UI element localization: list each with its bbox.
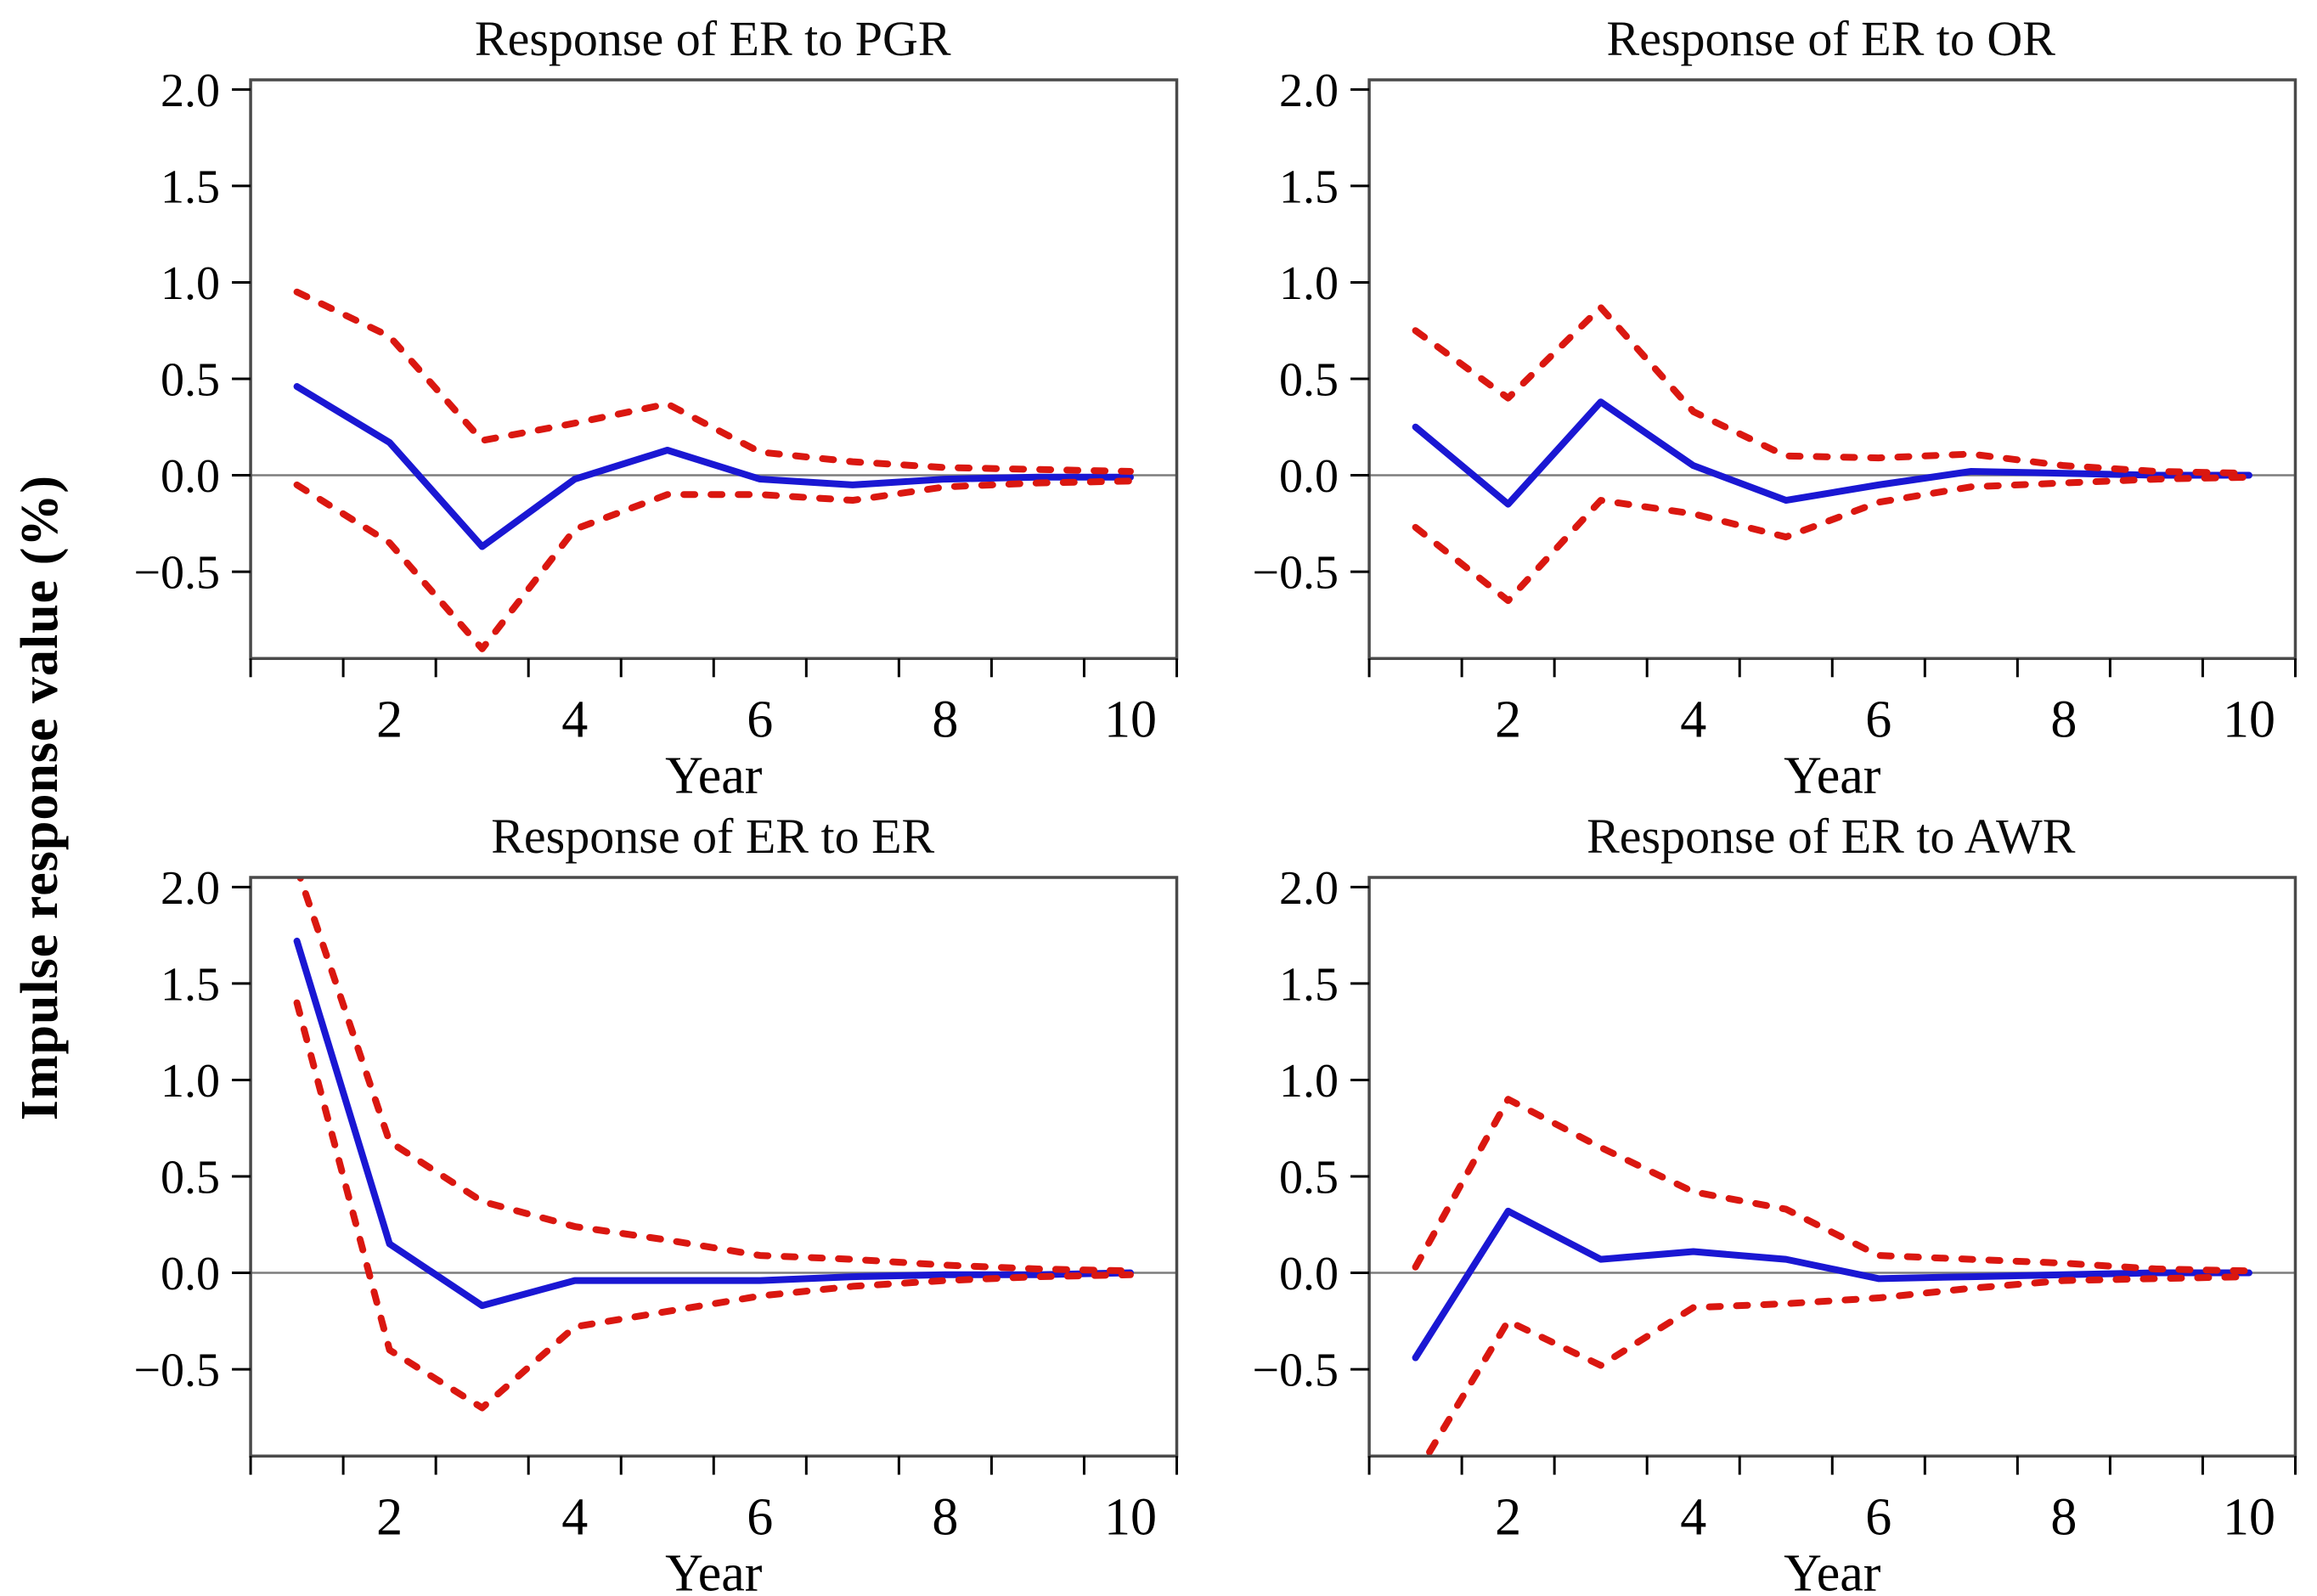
x-tick-label: 6 <box>1865 1489 1891 1547</box>
chart-response-of-er-to-er: Response of ER to ER 2.0 1.5 1.0 0.5 0.0 −0.5… <box>81 798 1199 1595</box>
x-tick-label: 10 <box>2222 1489 2275 1547</box>
y-tick-label: 0.0 <box>161 1248 220 1300</box>
x-tick-label: 2 <box>1495 691 1521 748</box>
y-tick-label: 2.0 <box>1279 869 1339 915</box>
y-tick-label: −0.5 <box>133 1345 220 1397</box>
x-tick-label: 8 <box>2050 1489 2077 1547</box>
lower-band-line <box>297 481 1130 649</box>
y-tick-label: 0.0 <box>1279 450 1339 503</box>
chart-title: Response of ER to AWR <box>1199 798 2317 869</box>
y-tick-label: 0.0 <box>161 450 220 503</box>
x-tick-label: 6 <box>1865 691 1891 748</box>
chart-plot-area: 2.0 1.5 1.0 0.5 0.0 −0.5 2 4 6 8 10 Year <box>1199 71 2317 798</box>
y-tick-label: 1.0 <box>1279 1055 1339 1108</box>
plot-frame <box>251 877 1176 1456</box>
x-tick-label: 2 <box>376 1489 403 1547</box>
plot-frame <box>1369 80 2295 658</box>
response-line <box>1415 402 2248 504</box>
chart-title: Response of ER to OR <box>1199 0 2317 71</box>
y-tick-label: −0.5 <box>1252 1345 1339 1397</box>
chart-plot-area: 2.0 1.5 1.0 0.5 0.0 −0.5 2 4 6 8 10 Year <box>81 869 1199 1595</box>
plot-frame <box>251 80 1176 658</box>
x-tick-label: 6 <box>747 1489 773 1547</box>
y-tick-label: 1.0 <box>161 257 220 310</box>
x-tick-label: 4 <box>1680 691 1706 748</box>
response-line <box>297 386 1130 546</box>
upper-band-line <box>297 292 1130 471</box>
shared-y-axis-label: Impulse response value (%) <box>10 475 70 1120</box>
lower-band-line <box>1415 1277 2248 1475</box>
upper-band-line <box>1415 307 2248 473</box>
x-tick-label: 4 <box>561 691 588 748</box>
chart-response-of-er-to-awr: Response of ER to AWR 2.0 1.5 1.0 0.5 0.0 −0.… <box>1199 798 2317 1595</box>
x-axis-title: Year <box>665 1545 763 1596</box>
lower-band-line <box>297 1003 1130 1408</box>
y-tick-label: 1.5 <box>1279 161 1339 214</box>
chart-title: Response of ER to PGR <box>81 0 1199 71</box>
x-axis-title: Year <box>1784 747 1881 798</box>
y-tick-label: 0.0 <box>1279 1248 1339 1300</box>
x-tick-label: 10 <box>2222 691 2275 748</box>
x-tick-label: 8 <box>932 691 958 748</box>
y-tick-label: 0.5 <box>1279 354 1339 407</box>
x-tick-label: 2 <box>376 691 403 748</box>
y-tick-label: 2.0 <box>1279 71 1339 117</box>
shared-y-axis-gutter: Impulse response value (%) <box>0 0 81 1596</box>
upper-band-line <box>1415 1099 2248 1271</box>
x-tick-label: 4 <box>1680 1489 1706 1547</box>
chart-response-of-er-to-or: Response of ER to OR 2.0 1.5 1.0 0.5 0.0 −0.5… <box>1199 0 2317 798</box>
chart-plot-area: 2.0 1.5 1.0 0.5 0.0 −0.5 2 4 6 8 10 Year <box>1199 869 2317 1595</box>
plot-frame <box>1369 877 2295 1456</box>
y-tick-label: 1.0 <box>1279 257 1339 310</box>
y-tick-label: 0.5 <box>161 354 220 407</box>
x-tick-label: 8 <box>2050 691 2077 748</box>
x-axis-title: Year <box>1784 1545 1881 1596</box>
charts-grid: Response of ER to PGR 2.0 1.5 1.0 0.5 0.0 −0.… <box>81 0 2317 1596</box>
x-axis-title: Year <box>665 747 763 798</box>
upper-band-line <box>297 869 1130 1271</box>
x-tick-label: 10 <box>1104 1489 1157 1547</box>
y-tick-label: 2.0 <box>161 71 220 117</box>
y-tick-label: 1.5 <box>161 959 220 1012</box>
y-tick-label: 1.0 <box>161 1055 220 1108</box>
y-tick-label: 1.5 <box>161 161 220 214</box>
x-tick-label: 10 <box>1104 691 1157 748</box>
x-tick-label: 2 <box>1495 1489 1521 1547</box>
chart-title: Response of ER to ER <box>81 798 1199 869</box>
y-tick-label: 0.5 <box>1279 1152 1339 1204</box>
y-tick-label: 2.0 <box>161 869 220 915</box>
y-tick-label: 0.5 <box>161 1152 220 1204</box>
chart-plot-area: 2.0 1.5 1.0 0.5 0.0 −0.5 2 4 6 8 10 Year <box>81 71 1199 798</box>
chart-response-of-er-to-pgr: Response of ER to PGR 2.0 1.5 1.0 0.5 0.0 −0.… <box>81 0 1199 798</box>
y-tick-label: 1.5 <box>1279 959 1339 1012</box>
x-tick-label: 4 <box>561 1489 588 1547</box>
x-tick-label: 6 <box>747 691 773 748</box>
x-tick-label: 8 <box>932 1489 958 1547</box>
y-tick-label: −0.5 <box>1252 547 1339 600</box>
y-tick-label: −0.5 <box>133 547 220 600</box>
